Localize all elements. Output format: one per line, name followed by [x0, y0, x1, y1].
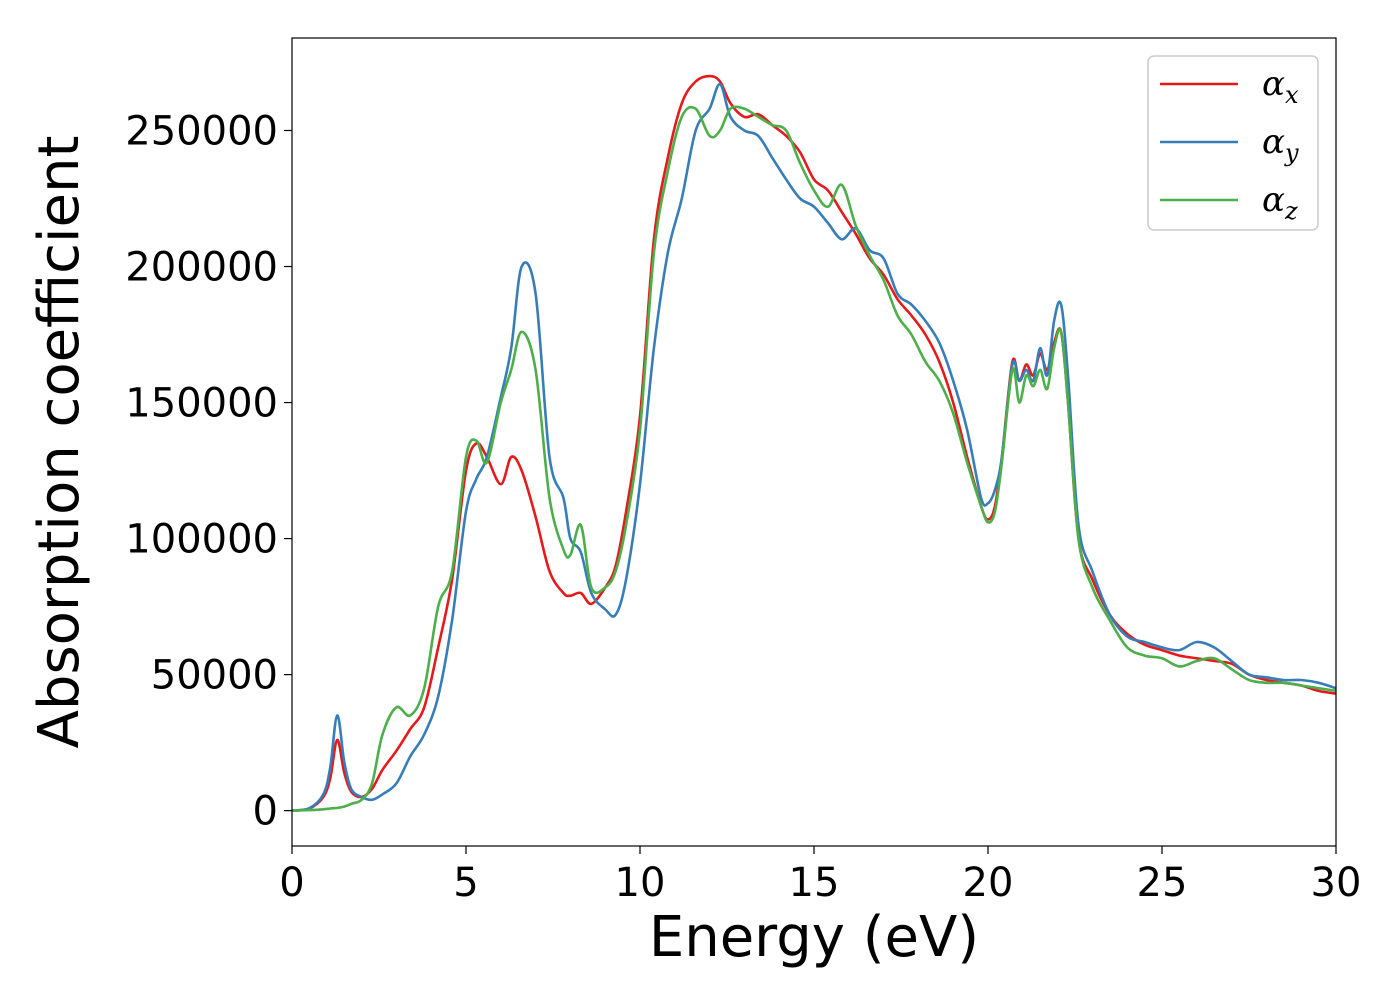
- y-axis-title: Absorption coefficient: [27, 136, 92, 749]
- x-tick-label: 20: [963, 860, 1014, 906]
- x-axis-title: Energy (eV): [649, 905, 979, 970]
- x-tick-label: 15: [789, 860, 840, 906]
- series-line-alpha-y: [291, 82, 1337, 812]
- x-tick-label: 0: [279, 860, 304, 906]
- y-tick-label: 250000: [125, 108, 278, 154]
- y-tick-label: 0: [253, 789, 278, 835]
- series-line-alpha-x: [291, 74, 1337, 812]
- series-layer: [291, 74, 1337, 812]
- y-axis-ticks: 0 50000 100000 150000 200000 250000: [125, 108, 292, 835]
- x-tick-label: 10: [615, 860, 666, 906]
- legend: αx αy αz: [1147, 55, 1319, 231]
- y-tick-label: 150000: [125, 381, 278, 427]
- x-tick-label: 5: [453, 860, 478, 906]
- y-tick-label: 100000: [125, 517, 278, 563]
- x-tick-label: 30: [1311, 860, 1362, 906]
- x-axis-ticks: 0 5 10 15 20 25 30: [279, 846, 1361, 906]
- x-tick-label: 25: [1137, 860, 1188, 906]
- legend-label-alpha-x: αx: [1262, 64, 1299, 109]
- legend-label-alpha-z: αz: [1262, 180, 1298, 225]
- y-tick-label: 200000: [125, 245, 278, 291]
- legend-label-alpha-y: αy: [1262, 122, 1299, 167]
- series-line-alpha-z: [291, 105, 1337, 812]
- y-tick-label: 50000: [151, 653, 278, 699]
